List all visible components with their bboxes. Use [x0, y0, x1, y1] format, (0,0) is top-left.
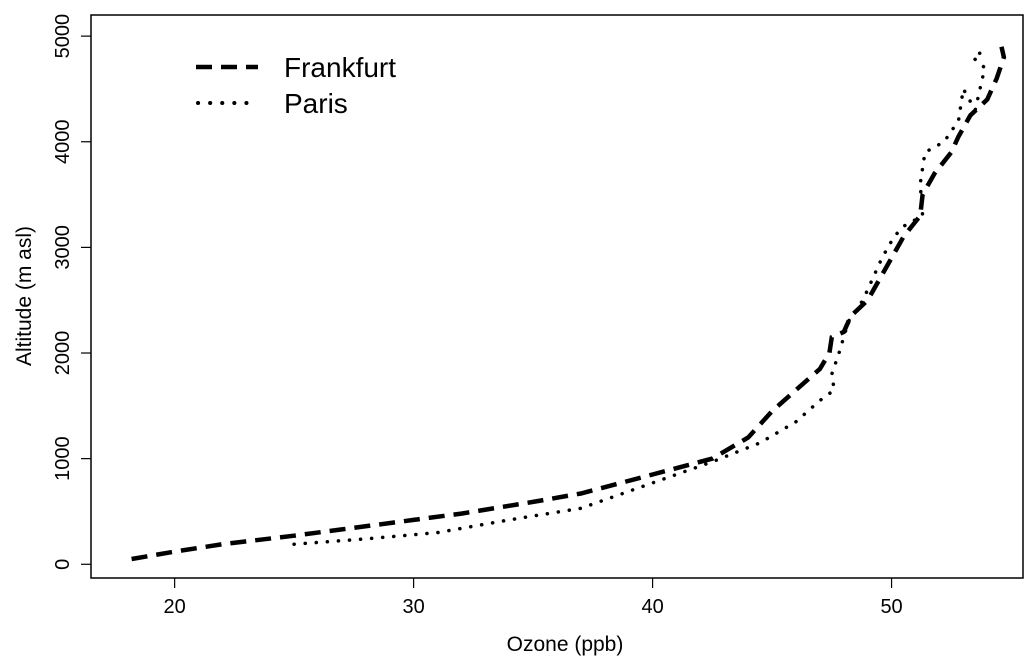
plot-frame [90, 14, 1024, 579]
series-layer [131, 46, 1007, 562]
y-tick-label: 0 [52, 559, 74, 570]
series-line-paris [292, 47, 989, 546]
x-tick-label: 30 [402, 596, 424, 618]
y-tick-label: 2000 [52, 331, 74, 376]
y-axis: 0 1000 2000 3000 4000 5000 [52, 14, 91, 570]
y-tick-label: 3000 [52, 225, 74, 270]
x-tick-label: 40 [641, 596, 663, 618]
x-tick-label: 20 [164, 596, 186, 618]
x-axis-title: Ozone (ppb) [507, 633, 624, 656]
series-line-frankfurt [131, 46, 1007, 562]
y-tick-label: 5000 [52, 14, 74, 59]
y-tick-label: 1000 [52, 436, 74, 481]
legend-label-paris: Paris [284, 88, 348, 119]
x-axis: 20 30 40 50 [164, 578, 903, 618]
x-tick-label: 50 [880, 596, 902, 618]
y-tick-label: 4000 [52, 120, 74, 165]
y-axis-title: Altitude (m asl) [13, 226, 36, 366]
legend: Frankfurt Paris [196, 52, 396, 119]
legend-label-frankfurt: Frankfurt [284, 52, 396, 83]
